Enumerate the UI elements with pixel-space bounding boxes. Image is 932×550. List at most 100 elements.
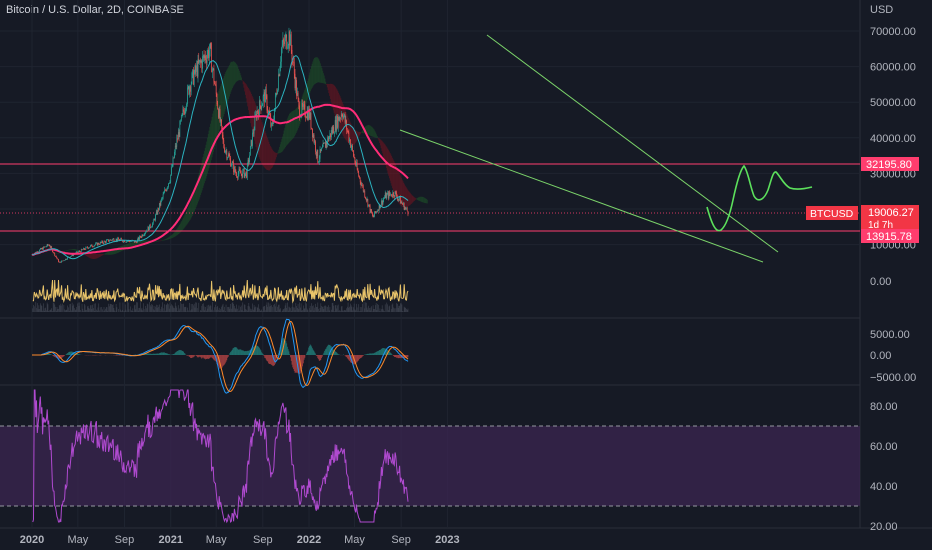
cloud-segment: [332, 84, 333, 108]
candle-body: [234, 166, 235, 173]
cloud-segment: [345, 112, 347, 141]
candle-body: [237, 173, 239, 179]
upper-trendline[interactable]: [486, 34, 779, 253]
candle-body: [274, 95, 276, 109]
cloud-segment: [236, 64, 238, 82]
candle-body: [269, 114, 271, 117]
candle-body: [334, 133, 335, 134]
candle-body: [190, 86, 191, 92]
cloud-segment: [421, 196, 423, 203]
resistance-tag[interactable]: [861, 157, 919, 171]
cloud-segment: [338, 92, 340, 127]
time-tick-label: May: [344, 534, 365, 546]
candle-body: [127, 240, 128, 242]
cloud-segment: [176, 229, 177, 236]
cloud-segment: [383, 143, 385, 160]
cloud-segment: [254, 103, 256, 144]
cloud-segment: [310, 69, 311, 92]
candle-body: [377, 210, 378, 212]
candle-body: [171, 167, 172, 175]
cloud-segment: [145, 240, 147, 243]
candle-body: [108, 239, 109, 242]
cloud-segment: [263, 126, 264, 167]
cloud-segment: [223, 78, 224, 117]
candle-body: [52, 251, 54, 253]
candle-body: [306, 117, 307, 119]
candle-body: [34, 252, 36, 254]
candle-body: [345, 120, 347, 123]
lower-trendline[interactable]: [399, 129, 764, 263]
candle-body: [235, 172, 237, 175]
cloud-segment: [312, 61, 314, 87]
candle-body: [281, 45, 283, 49]
cloud-segment: [407, 189, 409, 207]
candle-body: [403, 203, 405, 210]
symbol-tag[interactable]: [806, 206, 858, 220]
candle-body: [287, 45, 289, 48]
cloud-segment: [201, 163, 202, 193]
candle-body: [215, 84, 217, 94]
cloud-segment: [135, 241, 136, 246]
cloud-segment: [124, 244, 126, 250]
candle-body: [49, 246, 51, 248]
candle-body: [324, 142, 326, 148]
candle-body: [331, 130, 332, 138]
candle-body: [231, 162, 233, 166]
candle-body: [217, 104, 219, 109]
current-price-tag[interactable]: [861, 205, 919, 231]
candle-body: [207, 49, 209, 56]
cloud-segment: [170, 235, 172, 239]
cloud-segment: [74, 249, 76, 251]
candle-body: [242, 170, 244, 178]
cloud-segment: [215, 101, 217, 144]
cloud-segment: [411, 194, 412, 204]
cloud-segment: [285, 124, 286, 148]
cloud-segment: [114, 248, 116, 254]
cloud-segment: [213, 107, 215, 149]
cloud-segment: [216, 96, 218, 139]
cloud-segment: [426, 199, 427, 204]
candle-body: [193, 69, 194, 85]
candle-body: [243, 168, 245, 178]
candle-body: [250, 140, 252, 147]
candle-body: [334, 120, 336, 134]
cloud-segment: [259, 115, 261, 159]
candle-body: [77, 251, 79, 253]
candle-body: [295, 80, 297, 89]
cloud-segment: [352, 127, 354, 146]
projection-path[interactable]: [706, 164, 813, 232]
candle-body: [243, 168, 244, 171]
cloud-segment: [248, 88, 249, 111]
candle-body: [313, 134, 315, 143]
candle-body: [384, 197, 385, 199]
candle-body: [90, 244, 92, 246]
cloud-segment: [423, 197, 425, 203]
cloud-segment: [69, 249, 71, 250]
cloud-segment: [233, 61, 235, 86]
candle-body: [73, 254, 75, 256]
cloud-segment: [126, 243, 128, 249]
cloud-segment: [188, 206, 189, 223]
price-tick-label: 70000.00: [870, 26, 916, 38]
cloud-segment: [166, 238, 168, 240]
candle-body: [406, 207, 408, 212]
candle-body: [126, 241, 128, 243]
cloud-segment: [334, 86, 336, 115]
cloud-segment: [273, 151, 275, 164]
candle-body: [203, 55, 205, 58]
cloud-segment: [201, 160, 203, 191]
cloud-segment: [347, 115, 349, 143]
candle-body: [327, 137, 328, 145]
support-tag[interactable]: [861, 229, 919, 243]
cloud-segment: [160, 240, 162, 242]
cloud-segment: [287, 117, 289, 145]
cloud-segment: [72, 249, 73, 250]
candle-body: [93, 246, 94, 248]
candle-body: [240, 170, 241, 174]
time-tick-label: 2020: [20, 534, 44, 546]
candle-body: [396, 192, 397, 197]
cloud-segment: [414, 197, 415, 201]
cloud-segment: [313, 57, 315, 85]
candle-body: [58, 261, 60, 263]
